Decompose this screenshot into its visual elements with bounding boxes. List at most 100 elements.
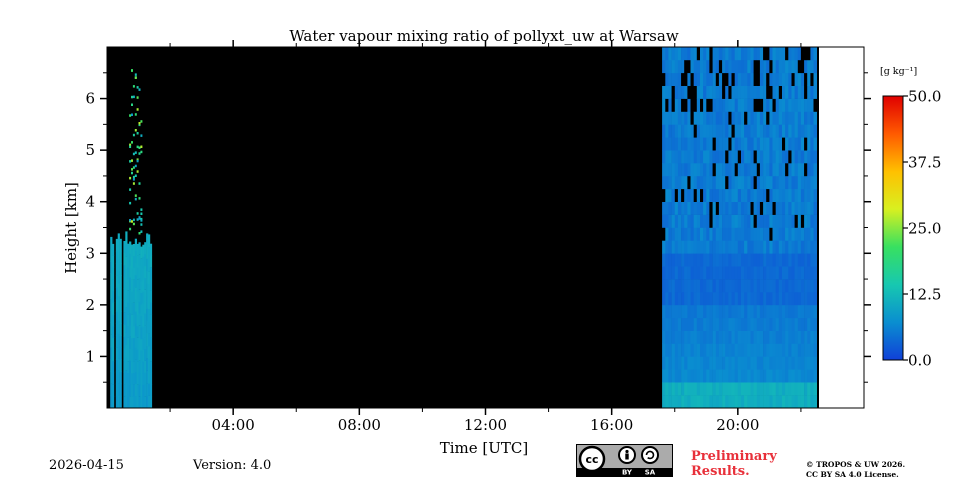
profile-cell [132, 302, 136, 315]
profile-cell [665, 201, 669, 215]
profile-cell [117, 283, 120, 297]
profile-cell [715, 98, 720, 112]
colorbar-tick-label: 25.0 [908, 220, 941, 238]
profile-cell [665, 85, 669, 99]
profile-cell [684, 98, 688, 112]
profile-cell [709, 266, 713, 280]
profile-cell [747, 98, 751, 112]
profile-cell [684, 253, 688, 267]
profile-cell [800, 163, 805, 177]
profile-speck [134, 194, 137, 197]
profile-cell [703, 266, 707, 280]
profile-cell [138, 277, 141, 290]
profile-cell [668, 227, 672, 241]
profile-cell [744, 356, 748, 370]
profile-cell [144, 313, 147, 326]
profile-cell [703, 356, 707, 370]
profile-cell [782, 72, 786, 86]
profile-cell [737, 266, 742, 280]
profile-cell [674, 330, 679, 344]
profile-cell [725, 175, 729, 190]
profile-cell [696, 279, 701, 293]
profile-cell [693, 317, 698, 331]
profile-cell [807, 240, 811, 254]
profile-cell [728, 163, 732, 177]
profile-cell [718, 253, 723, 267]
profile-cell [782, 137, 786, 151]
profile-cell [788, 85, 792, 99]
profile-cell [741, 240, 745, 254]
profile-cell [112, 243, 115, 256]
profile-cell [759, 150, 764, 164]
profile-cell [662, 330, 666, 344]
profile-cell [766, 227, 770, 241]
y-tick-label: 2 [85, 296, 95, 314]
profile-cell [709, 369, 713, 383]
profile-speck [138, 122, 141, 125]
profile-cell [129, 372, 132, 385]
profile-cell [794, 214, 799, 228]
profile-cell [703, 317, 707, 331]
profile-cell [737, 85, 742, 99]
profile-cell [734, 111, 739, 125]
profile-cell [718, 98, 723, 112]
profile-cell [706, 85, 710, 99]
profile-cell [700, 240, 704, 254]
profile-cell [731, 317, 735, 331]
profile-cell [782, 175, 786, 190]
profile-speck [134, 174, 137, 177]
profile-cell [788, 150, 792, 164]
profile-cell [772, 330, 776, 344]
profile-cell [709, 175, 713, 190]
profile-cell [136, 243, 139, 256]
profile-cell [700, 201, 704, 215]
profile-cell [115, 323, 118, 336]
profile-cell [712, 111, 717, 125]
profile-cell [794, 382, 799, 396]
profile-cell [769, 240, 773, 254]
profile-cell [737, 304, 742, 319]
profile-cell [117, 395, 120, 409]
profile-cell [706, 395, 710, 409]
profile-cell [668, 279, 672, 293]
profile-cell [753, 47, 758, 61]
profile-speck [138, 146, 141, 149]
profile-cell [715, 214, 720, 228]
profile-cell [146, 370, 149, 384]
profile-speck [132, 95, 135, 99]
profile-cell [731, 292, 735, 306]
profile-cell [690, 214, 694, 228]
profile-cell [744, 382, 748, 396]
profile-cell [690, 279, 694, 293]
profile-cell [681, 72, 685, 86]
profile-cell [759, 201, 764, 215]
profile-speck [129, 114, 132, 117]
profile-cell [778, 137, 783, 151]
profile-cell [782, 201, 786, 215]
profile-cell [684, 72, 688, 86]
profile-cell [728, 111, 732, 125]
profile-cell [125, 307, 128, 320]
profile-cell [149, 372, 153, 385]
profile-cell [117, 308, 120, 321]
profile-cell [741, 292, 745, 306]
profile-cell [794, 188, 799, 202]
profile-cell [778, 201, 783, 215]
profile-cell [800, 47, 805, 61]
profile-cell [668, 85, 672, 99]
profile-speck [129, 227, 132, 231]
profile-cell [671, 343, 676, 357]
profile-cell [681, 330, 685, 344]
profile-cell [684, 59, 688, 74]
profile-cell [110, 249, 113, 262]
profile-cell [800, 253, 805, 267]
profile-cell [775, 175, 780, 190]
profile-cell [737, 111, 742, 125]
profile-cell [668, 124, 672, 138]
profile-cell [674, 137, 679, 151]
profile-cell [684, 111, 688, 125]
profile-cell [782, 111, 786, 125]
profile-cell [693, 175, 698, 190]
profile-cell [696, 382, 701, 396]
profile-cell [712, 72, 717, 86]
